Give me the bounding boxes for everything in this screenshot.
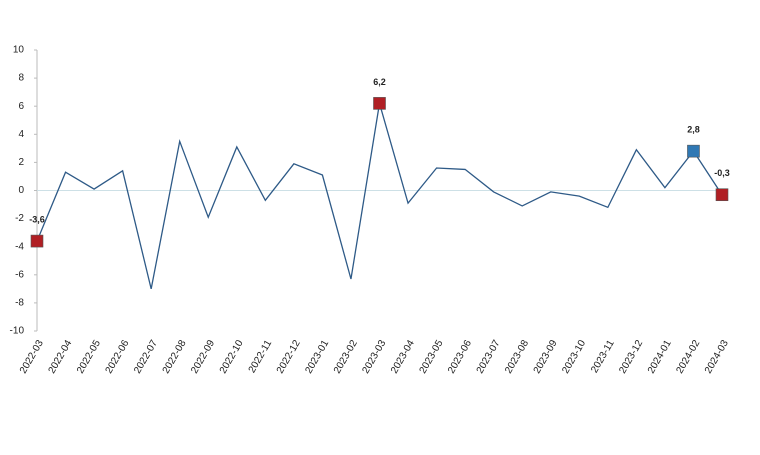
x-tick-label: 2023-08: [503, 338, 531, 376]
x-tick-label: 2023-12: [617, 338, 645, 376]
x-tick-label: 2022-10: [218, 338, 246, 376]
x-tick-label: 2023-11: [589, 338, 617, 375]
x-tick-label: 2023-04: [389, 338, 417, 376]
y-tick-label: -8: [15, 298, 24, 309]
data-label: 2,8: [687, 125, 700, 135]
y-tick-label: -6: [15, 269, 24, 280]
y-tick-label: 0: [18, 185, 24, 196]
y-tick-label: 10: [13, 45, 25, 56]
y-tick-label: 8: [18, 73, 24, 84]
x-tick-label: 2024-01: [646, 338, 674, 376]
x-tick-label: 2022-04: [47, 338, 75, 376]
y-tick-label: 4: [18, 129, 24, 140]
x-tick-label: 2022-05: [75, 338, 103, 376]
x-tick-label: 2023-01: [303, 338, 331, 376]
x-tick-label: 2022-09: [189, 338, 217, 376]
x-tick-label: 2022-08: [161, 338, 189, 376]
x-tick-label: 2023-02: [332, 338, 360, 376]
x-tick-label: 2022-06: [104, 338, 132, 376]
y-tick-label: 2: [18, 157, 24, 168]
x-tick-label: 2023-03: [361, 338, 389, 376]
y-tick-label: -10: [10, 326, 25, 337]
y-tick-label: 6: [18, 101, 24, 112]
y-tick-label: -2: [15, 213, 24, 224]
x-tick-label: 2023-09: [532, 338, 560, 376]
x-tick-label: 2023-06: [446, 338, 474, 376]
x-tick-label: 2023-10: [560, 338, 588, 376]
x-tick-label: 2023-07: [475, 338, 503, 376]
x-tick-label: 2022-12: [275, 338, 303, 376]
marker: [30, 234, 44, 248]
data-label: -0,3: [714, 168, 730, 178]
marker: [715, 188, 729, 202]
y-tick-label: -4: [15, 241, 24, 252]
x-tick-label: 2022-07: [132, 338, 160, 376]
x-tick-label: 2024-02: [674, 338, 702, 376]
x-tick-label: 2023-05: [418, 338, 446, 376]
data-label: -3,6: [29, 214, 45, 224]
data-line: [36, 103, 723, 290]
marker: [687, 144, 700, 158]
marker: [373, 97, 386, 110]
x-tick-label: 2022-03: [18, 338, 46, 376]
data-label: 6,2: [373, 77, 386, 87]
x-tick-label: 2022-11: [247, 338, 275, 375]
x-tick-label: 2024-03: [703, 338, 731, 376]
